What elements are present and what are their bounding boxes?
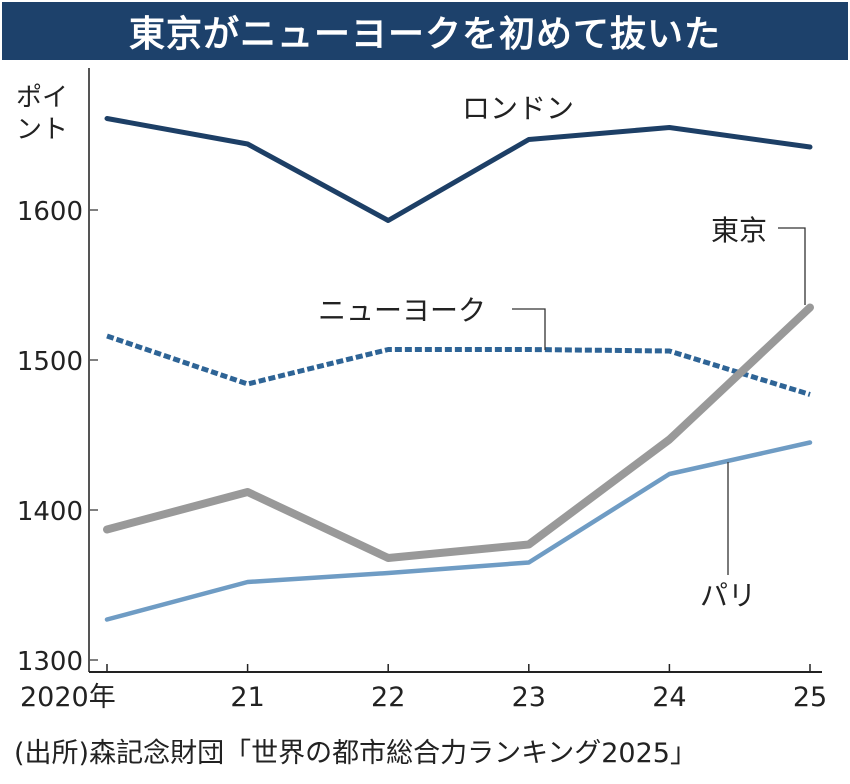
y-tick-label: 1400 [17, 497, 83, 527]
y-tick-label: 1500 [17, 347, 83, 377]
y-axis-label-line-2: ント [16, 115, 68, 145]
leader-line-new-york [512, 308, 546, 350]
x-tick-label: 22 [371, 682, 405, 713]
title-bar: 東京がニューヨークを初めて抜いた [2, 2, 848, 60]
y-tick-label: 1600 [17, 197, 83, 227]
x-tick-label: 2020年 [20, 682, 116, 713]
series-label-tokyo: 東京 [711, 214, 767, 247]
series-label-paris: パリ [700, 579, 756, 612]
y-axis-label-line-1: ポイ [16, 83, 68, 113]
series-line-london [104, 116, 813, 223]
series-line-tokyo [103, 303, 814, 562]
series-line-new-york [106, 333, 811, 397]
series-line-paris [104, 440, 813, 622]
x-tick-label: 23 [512, 682, 546, 713]
y-tick-label: 1300 [17, 647, 83, 677]
x-tick-label: 25 [793, 682, 827, 713]
leader-line-tokyo [778, 227, 806, 305]
series-label-london: ロンドン [462, 92, 574, 125]
series-label-new-york: ニューヨーク [318, 294, 486, 327]
chart-title: 東京がニューヨークを初めて抜いた [128, 14, 721, 55]
source-note: (出所)森記念財団「世界の都市総合力ランキング2025」 [14, 738, 697, 769]
x-tick-label: 21 [230, 682, 264, 713]
x-tick-label: 24 [652, 682, 686, 713]
